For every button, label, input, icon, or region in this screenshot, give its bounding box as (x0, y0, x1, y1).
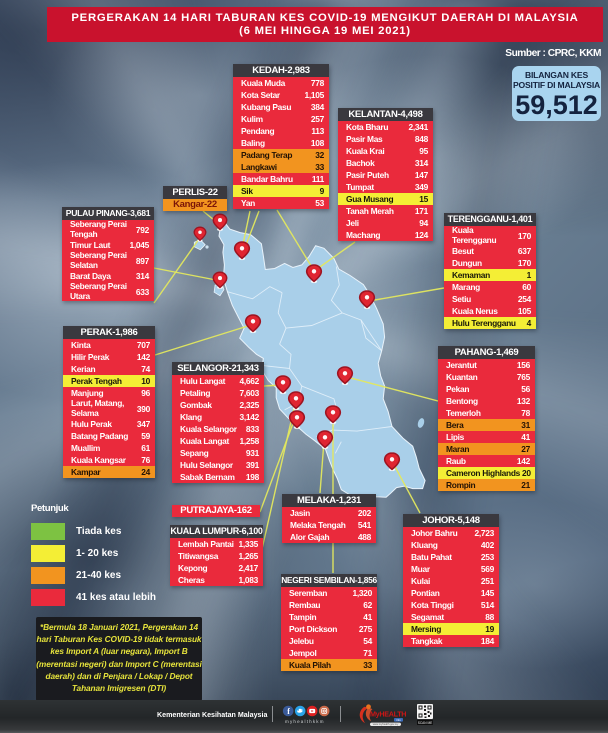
svg-text:info: info (396, 718, 401, 722)
svg-text:f: f (287, 707, 290, 716)
svg-text:SCAN ME: SCAN ME (418, 720, 433, 724)
svg-text:MyHEALTH: MyHEALTH (370, 710, 406, 719)
svg-text:www.myhealth.gov.my: www.myhealth.gov.my (373, 722, 399, 726)
